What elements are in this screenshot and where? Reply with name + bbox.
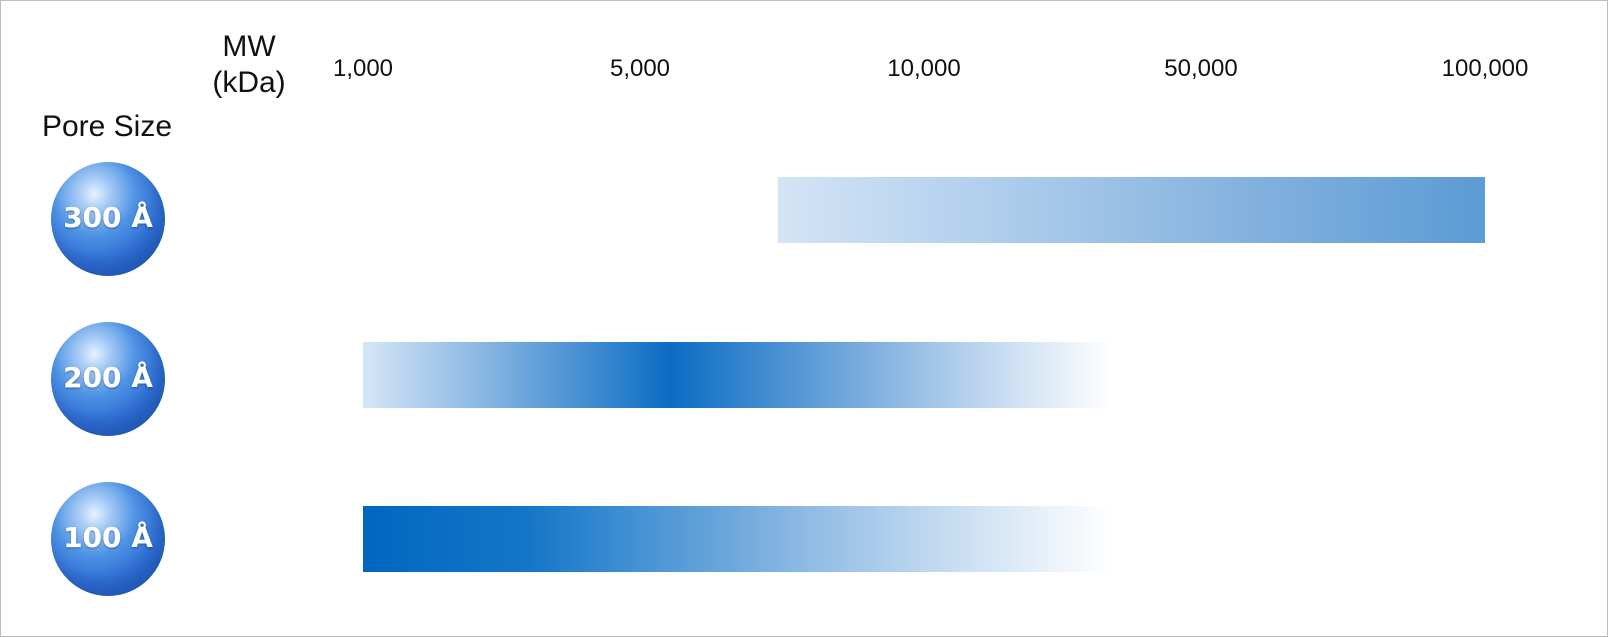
x-tick-label: 5,000	[609, 55, 671, 82]
bar-range-100	[363, 506, 1114, 572]
pore-size-row-300: 300 Å	[51, 162, 165, 276]
x-axis-title: MW (kDa)	[201, 29, 297, 101]
pore-size-label-100: 100 Å	[63, 521, 153, 554]
pore-size-label-200: 200 Å	[63, 361, 153, 394]
x-tick-label: 100,000	[1441, 55, 1529, 82]
bar-range-200	[363, 342, 1114, 408]
pore-size-label-300: 300 Å	[63, 201, 153, 234]
pore-size-row-100: 100 Å	[51, 482, 165, 596]
bar-range-300	[777, 177, 1485, 243]
x-tick-label: 1,000	[332, 55, 394, 82]
x-tick-label: 50,000	[1164, 55, 1238, 82]
pore-sphere-300	[51, 162, 165, 276]
y-axis-title: Pore Size	[41, 110, 173, 143]
x-axis-title-line-1: MW	[222, 30, 276, 63]
x-tick-label: 10,000	[887, 55, 961, 82]
x-axis-title-line-2: (kDa)	[212, 66, 286, 99]
pore-size-row-200: 200 Å	[51, 322, 165, 436]
x-axis-ticks: 1,000 5,000 10,000 50,000 100,000	[1, 49, 1607, 89]
pore-sphere-200	[51, 322, 165, 436]
pore-sphere-100	[51, 482, 165, 596]
